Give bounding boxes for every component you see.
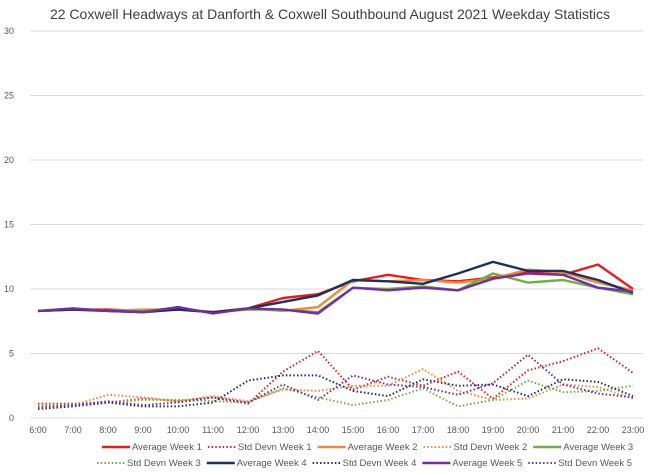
x-tick-label: 16:00 bbox=[377, 425, 400, 435]
legend: Average Week 1 Std Devn Week 1 Average Wee… bbox=[97, 442, 633, 469]
legend-label: Std Devn Week 1 bbox=[238, 442, 312, 453]
legend-item: Std Devn Week 2 bbox=[423, 442, 528, 453]
y-tick-label: 30 bbox=[4, 26, 14, 36]
legend-item: Average Week 5 bbox=[422, 458, 522, 469]
series-line-average-week-4 bbox=[37, 260, 634, 314]
x-tick-label: 20:00 bbox=[517, 425, 540, 435]
series-line-std-devn-week-1 bbox=[38, 347, 634, 405]
legend-label: Average Week 5 bbox=[452, 458, 522, 469]
legend-item: Average Week 1 bbox=[102, 442, 202, 453]
x-tick-label: 21:00 bbox=[552, 425, 575, 435]
legend-label: Std Devn Week 3 bbox=[127, 458, 201, 469]
x-axis-ticks: 6:00 7:00 8:00 9:00 10:00 11:00 12:00 13:00 14:0… bbox=[29, 425, 644, 435]
x-tick-label: 6:00 bbox=[29, 425, 47, 435]
x-tick-label: 23:00 bbox=[622, 425, 645, 435]
x-tick-label: 7:00 bbox=[64, 425, 82, 435]
y-tick-label: 25 bbox=[4, 91, 14, 101]
series-line-average-week-5 bbox=[37, 272, 634, 315]
x-tick-label: 19:00 bbox=[482, 425, 505, 435]
legend-label: Average Week 2 bbox=[348, 442, 418, 453]
x-tick-label: 11:00 bbox=[202, 425, 224, 435]
legend-item: Std Devn Week 3 bbox=[97, 458, 201, 469]
chart-title: 22 Coxwell Headways at Danforth & Coxwel… bbox=[50, 6, 610, 22]
y-tick-label: 5 bbox=[9, 349, 14, 359]
legend-label: Average Week 1 bbox=[132, 442, 202, 453]
series-lines bbox=[37, 260, 634, 410]
x-tick-label: 8:00 bbox=[99, 425, 117, 435]
legend-item: Std Devn Week 5 bbox=[528, 458, 632, 469]
series-line-std-devn-week-2 bbox=[38, 368, 634, 407]
x-tick-label: 15:00 bbox=[342, 425, 365, 435]
legend-item: Average Week 3 bbox=[533, 442, 633, 453]
y-tick-label: 10 bbox=[4, 284, 14, 294]
legend-label: Std Devn Week 5 bbox=[558, 458, 632, 469]
legend-item: Std Devn Week 4 bbox=[312, 458, 417, 469]
y-tick-label: 0 bbox=[9, 413, 14, 423]
x-tick-label: 12:00 bbox=[237, 425, 260, 435]
gridlines bbox=[30, 30, 643, 419]
legend-label: Std Devn Week 2 bbox=[454, 442, 528, 453]
legend-item: Average Week 2 bbox=[317, 442, 418, 453]
y-tick-label: 20 bbox=[4, 155, 14, 165]
x-tick-label: 13:00 bbox=[272, 425, 295, 435]
x-tick-label: 10:00 bbox=[167, 425, 190, 435]
x-tick-label: 9:00 bbox=[134, 425, 152, 435]
y-tick-label: 15 bbox=[4, 220, 14, 230]
legend-label: Std Devn Week 4 bbox=[343, 458, 417, 469]
x-tick-label: 14:00 bbox=[307, 425, 330, 435]
x-tick-label: 17:00 bbox=[412, 425, 435, 435]
x-tick-label: 18:00 bbox=[447, 425, 470, 435]
y-axis-ticks: 0 5 10 15 20 25 30 bbox=[4, 26, 14, 423]
legend-item: Std Devn Week 1 bbox=[207, 442, 312, 453]
legend-label: Average Week 4 bbox=[237, 458, 307, 469]
series-line-average-week-2 bbox=[37, 268, 634, 314]
legend-item: Average Week 4 bbox=[206, 458, 307, 469]
x-tick-label: 22:00 bbox=[587, 425, 610, 435]
legend-label: Average Week 3 bbox=[563, 442, 633, 453]
